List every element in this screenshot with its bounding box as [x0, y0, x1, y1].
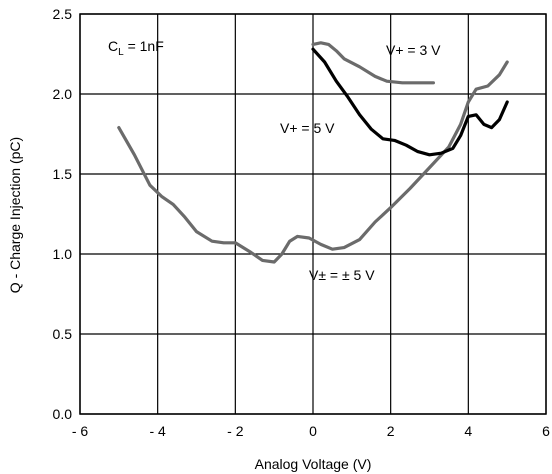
- series-line-vpm5: [117, 60, 509, 264]
- annotation-cl-rest: = 1nF: [124, 38, 164, 54]
- y-tick-label: 0.5: [53, 326, 73, 342]
- annotation-v3: V+ = 3 V: [386, 42, 441, 58]
- y-axis-label: Q - Charge Injection (pC): [7, 137, 23, 293]
- grid: [79, 13, 547, 415]
- annotation-cl-subscript: L: [118, 47, 124, 58]
- series-line-v5: [311, 47, 509, 157]
- y-tick-label: 1.5: [53, 166, 73, 182]
- x-tick-label: 6: [542, 423, 550, 439]
- x-tick-label: - 4: [149, 423, 166, 439]
- plot-frame: [79, 13, 547, 415]
- y-tick-label: 2.0: [53, 86, 73, 102]
- x-tick-label: 4: [464, 423, 472, 439]
- series-layer: [117, 41, 509, 264]
- annotation-cl: CL = 1nF: [108, 38, 164, 58]
- y-tick-label: 1.0: [53, 246, 73, 262]
- x-tick-labels: - 6 - 4 - 2 0 2 4 6: [72, 423, 550, 439]
- annotation-cl-main: C: [108, 38, 118, 54]
- series-line-v3: [311, 41, 435, 85]
- y-tick-label: 0.0: [53, 406, 73, 422]
- x-tick-label: - 2: [227, 423, 244, 439]
- x-tick-label: 0: [309, 423, 317, 439]
- x-tick-label: 2: [387, 423, 395, 439]
- y-tick-labels: 0.0 0.5 1.0 1.5 2.0 2.5: [53, 6, 73, 422]
- x-axis-label: Analog Voltage (V): [255, 456, 372, 472]
- annotation-v5: V+ = 5 V: [280, 120, 335, 136]
- y-tick-label: 2.5: [53, 6, 73, 22]
- x-tick-label: - 6: [72, 423, 89, 439]
- annotation-vpm5: V± = ± 5 V: [309, 267, 375, 283]
